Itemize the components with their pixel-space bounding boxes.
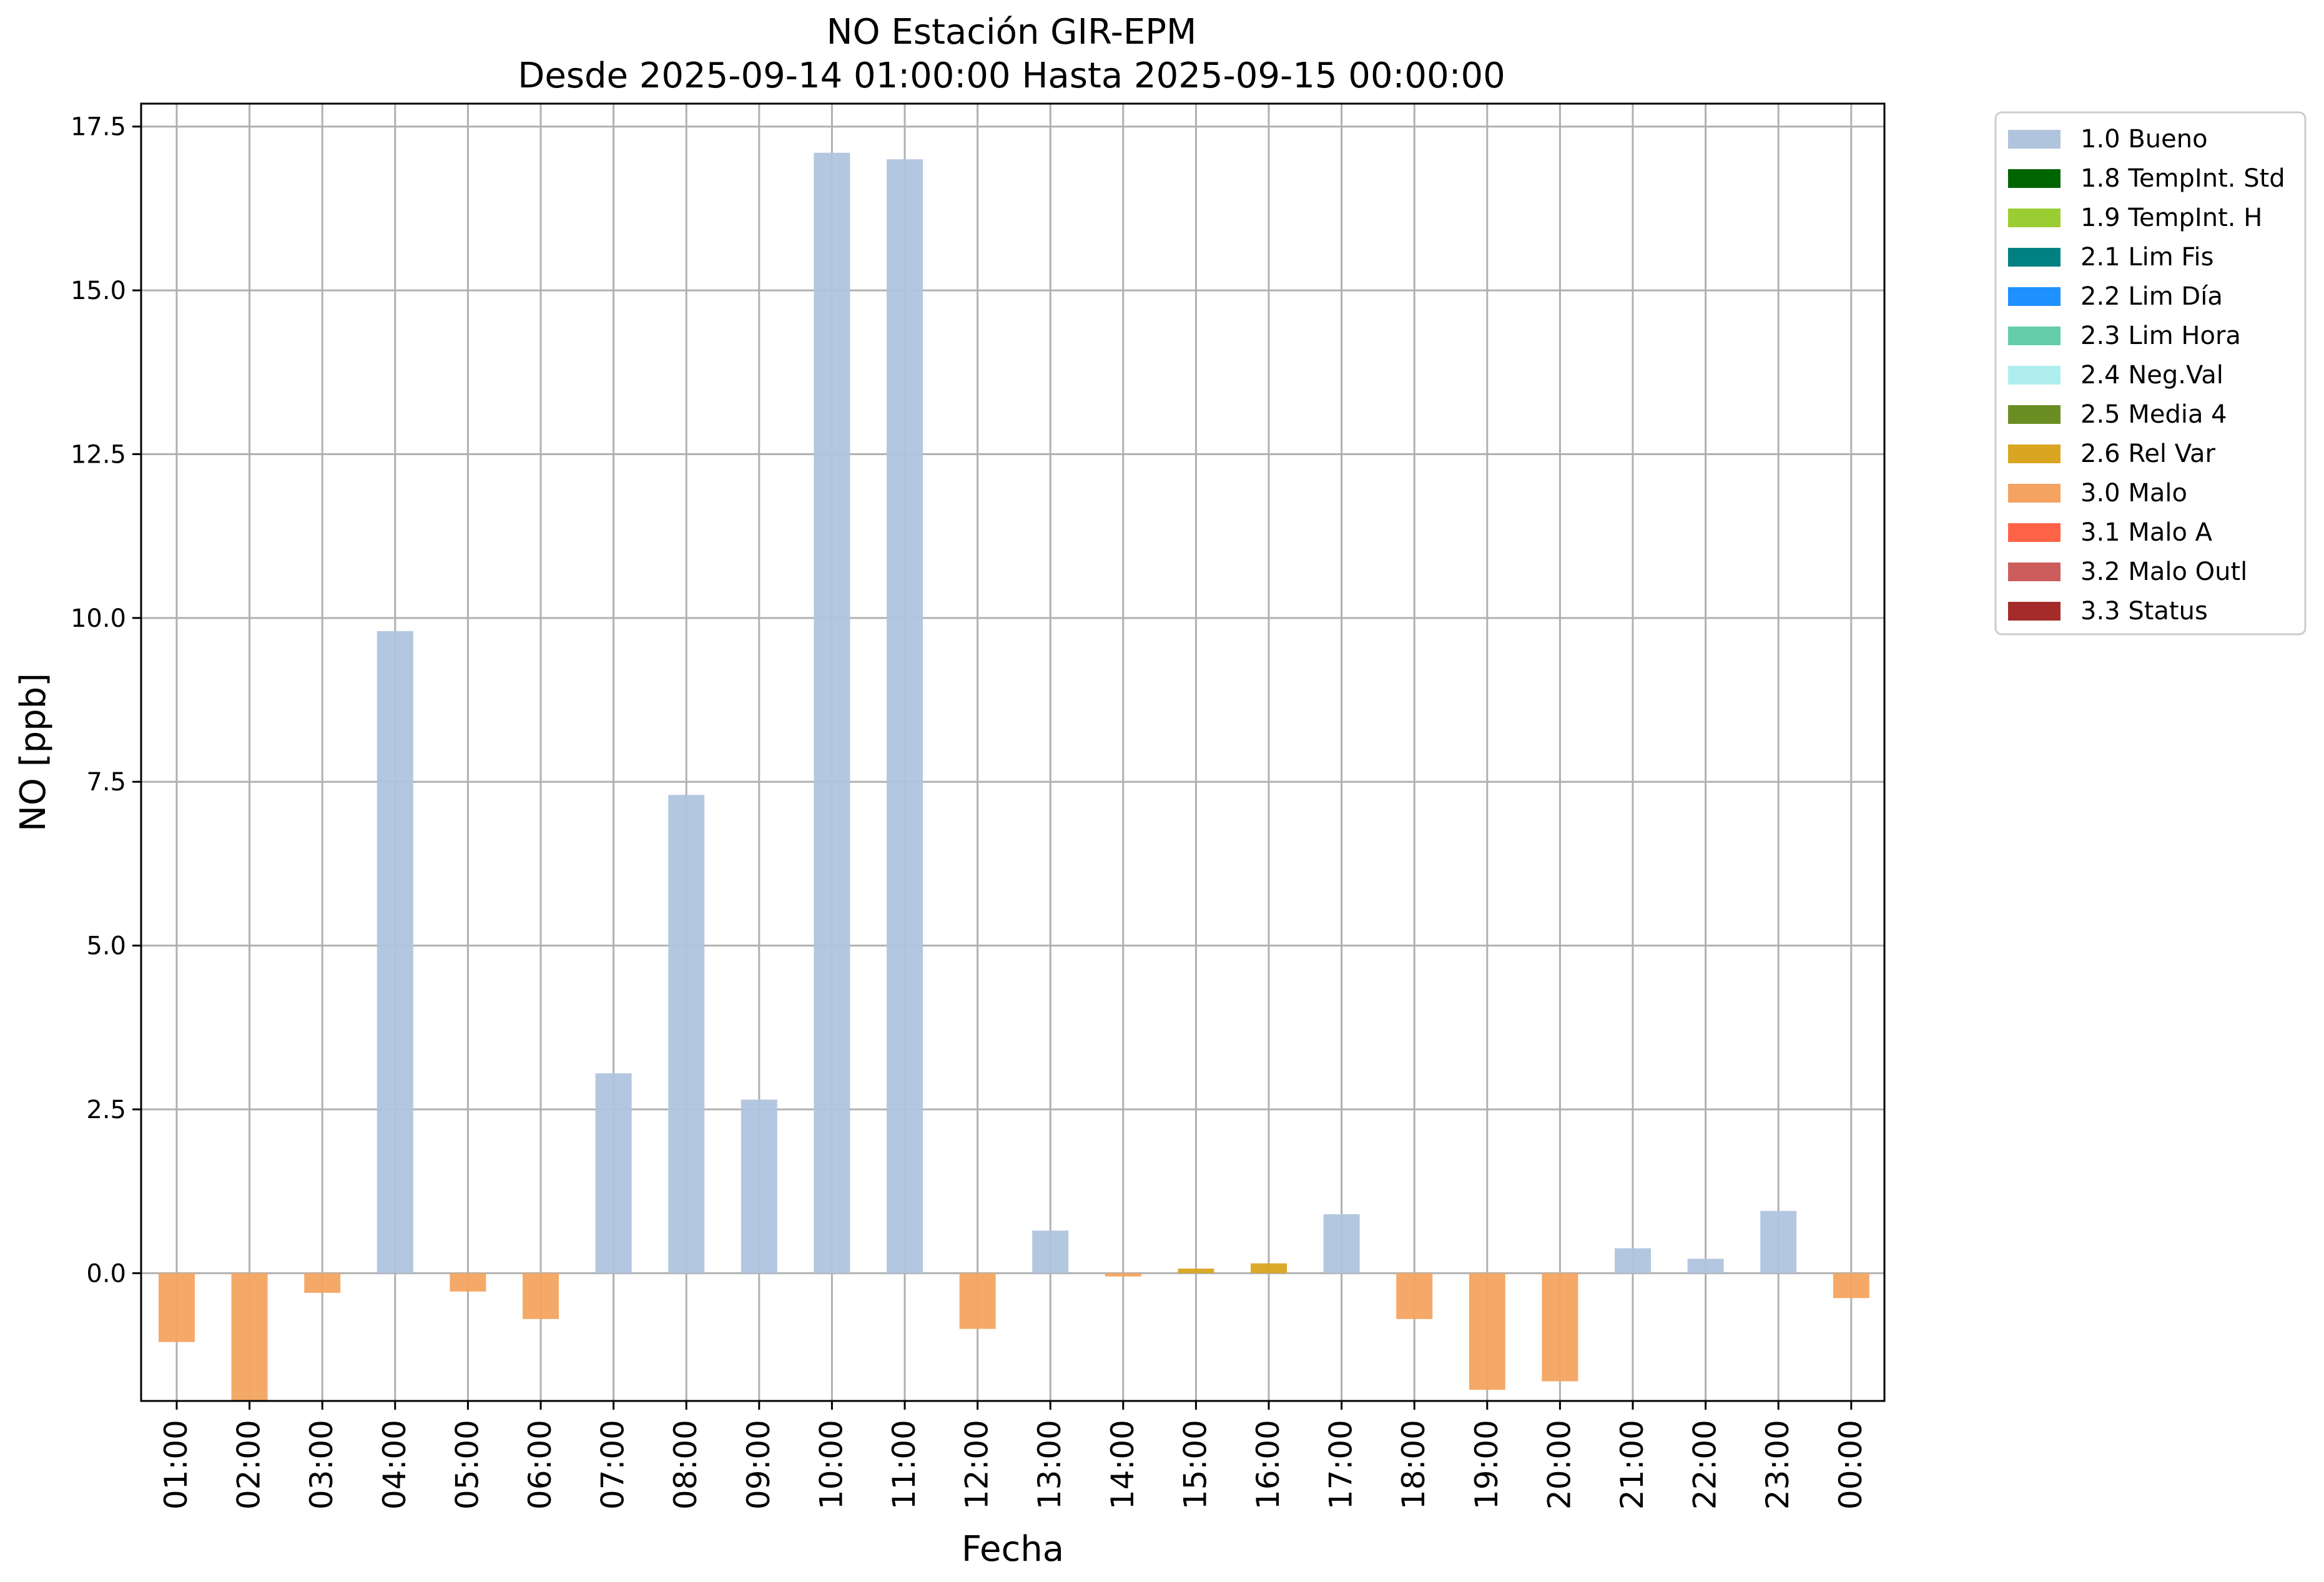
x-tick-label: 17:00 — [1323, 1420, 1359, 1510]
legend-swatch-3-1 — [2008, 523, 2061, 542]
y-tick-label: 2.5 — [86, 1096, 126, 1124]
bar-1100 — [887, 159, 923, 1274]
legend-label: 2.1 Lim Fis — [2080, 243, 2213, 272]
x-tick-label: 06:00 — [522, 1420, 558, 1510]
x-tick-label: 21:00 — [1614, 1420, 1650, 1510]
legend: 1.0 Bueno 1.8 TempInt. Std 1.9 TempInt. H 2… — [1994, 111, 2307, 636]
bar-0200 — [231, 1273, 268, 1401]
bar-2300 — [1760, 1211, 1797, 1274]
x-tick-label: 12:00 — [959, 1420, 995, 1510]
bar-0400 — [377, 631, 413, 1274]
x-tick-label: 02:00 — [231, 1420, 267, 1510]
legend-swatch-1-8 — [2008, 169, 2061, 188]
bar-1400 — [1105, 1273, 1141, 1277]
legend-swatch-1-9 — [2008, 209, 2061, 227]
x-tick-label: 19:00 — [1469, 1420, 1505, 1510]
chart-subtitle: Desde 2025-09-14 01:00:00 Hasta 2025-09-… — [518, 56, 1505, 96]
bar-2000 — [1542, 1273, 1578, 1382]
legend-label: 3.0 Malo — [2080, 479, 2187, 508]
legend-label: 3.1 Malo A — [2080, 518, 2213, 547]
plot-frame — [140, 102, 1886, 1402]
x-axis-ticks: 01:00 02:00 03:00 04:00 05:00 06:00 07:00 08:00… — [158, 1401, 1869, 1510]
bar-0700 — [595, 1073, 632, 1274]
legend-swatch-3-0 — [2008, 484, 2061, 503]
legend-label: 3.2 Malo Outl — [2080, 558, 2247, 586]
bar-2100 — [1615, 1248, 1651, 1274]
bar-0300 — [304, 1273, 341, 1293]
x-tick-label: 15:00 — [1177, 1420, 1213, 1510]
x-tick-label: 10:00 — [813, 1420, 849, 1510]
legend-label: 2.4 Neg.Val — [2080, 361, 2223, 390]
legend-swatch-2-2 — [2008, 287, 2061, 306]
bar-1200 — [959, 1273, 996, 1329]
bar-1900 — [1469, 1273, 1505, 1390]
x-tick-label: 22:00 — [1687, 1420, 1723, 1510]
legend-label: 2.5 Media 4 — [2080, 400, 2227, 429]
y-tick-label: 5.0 — [86, 932, 126, 961]
x-tick-label: 08:00 — [667, 1420, 704, 1510]
legend-swatch-2-4 — [2008, 366, 2061, 385]
x-tick-label: 18:00 — [1396, 1420, 1432, 1510]
bar-1300 — [1032, 1231, 1069, 1274]
x-tick-label: 23:00 — [1760, 1420, 1796, 1510]
x-tick-label: 13:00 — [1032, 1420, 1068, 1510]
x-tick-label: 03:00 — [303, 1420, 340, 1510]
y-tick-label: 10.0 — [71, 604, 126, 633]
legend-swatch-1-0 — [2008, 130, 2061, 149]
x-tick-label: 04:00 — [377, 1420, 413, 1510]
bar-1500 — [1178, 1269, 1214, 1274]
bar-0900 — [741, 1099, 777, 1274]
x-tick-label: 20:00 — [1541, 1420, 1577, 1510]
y-axis-label: NO [ppb] — [13, 673, 54, 832]
y-tick-label: 0.0 — [86, 1259, 126, 1288]
legend-label: 2.2 Lim Día — [2080, 282, 2223, 311]
y-tick-label: 17.5 — [71, 113, 126, 142]
x-tick-label: 00:00 — [1833, 1420, 1869, 1510]
y-tick-label: 15.0 — [71, 277, 126, 305]
legend-label: 2.6 Rel Var — [2080, 440, 2216, 468]
x-tick-label: 07:00 — [595, 1420, 631, 1510]
x-tick-label: 14:00 — [1105, 1420, 1141, 1510]
legend-swatch-2-1 — [2008, 248, 2061, 267]
legend-swatch-2-6 — [2008, 445, 2061, 463]
y-tick-label: 7.5 — [86, 768, 126, 797]
bar-0000 — [1833, 1273, 1869, 1299]
legend-label: 2.3 Lim Hora — [2080, 322, 2241, 350]
legend-label: 1.8 TempInt. Std — [2080, 164, 2285, 193]
bar-1700 — [1323, 1214, 1360, 1274]
legend-swatch-3-2 — [2008, 563, 2061, 581]
legend-swatch-2-5 — [2008, 405, 2061, 424]
legend-label: 1.0 Bueno — [2080, 125, 2208, 154]
bar-0800 — [668, 795, 705, 1274]
legend-entries: 1.0 Bueno 1.8 TempInt. Std 1.9 TempInt. H 2… — [2008, 125, 2285, 626]
x-axis-label: Fecha — [962, 1529, 1064, 1570]
legend-swatch-2-3 — [2008, 327, 2061, 345]
bar-1000 — [814, 152, 850, 1274]
bar-1600 — [1251, 1263, 1287, 1274]
legend-box — [1994, 111, 2307, 636]
bars — [159, 152, 1869, 1401]
x-tick-label: 09:00 — [741, 1420, 777, 1510]
bar-0500 — [450, 1273, 486, 1292]
x-tick-label: 05:00 — [449, 1420, 485, 1510]
chart-title: NO Estación GIR-EPM — [827, 12, 1197, 52]
legend-swatch-3-3 — [2008, 602, 2061, 621]
bar-0600 — [523, 1273, 559, 1319]
bar-0100 — [159, 1273, 195, 1342]
legend-label: 1.9 TempInt. H — [2080, 204, 2262, 232]
y-tick-label: 12.5 — [71, 440, 126, 469]
x-tick-label: 01:00 — [158, 1420, 194, 1510]
bar-2200 — [1687, 1259, 1724, 1274]
y-axis-ticks: 0.0 2.5 5.0 7.5 10.0 12.5 15.0 17.5 — [71, 113, 141, 1288]
x-tick-label: 11:00 — [886, 1420, 922, 1510]
bar-1800 — [1396, 1273, 1433, 1319]
legend-label: 3.3 Status — [2080, 597, 2208, 626]
x-tick-label: 16:00 — [1250, 1420, 1286, 1510]
